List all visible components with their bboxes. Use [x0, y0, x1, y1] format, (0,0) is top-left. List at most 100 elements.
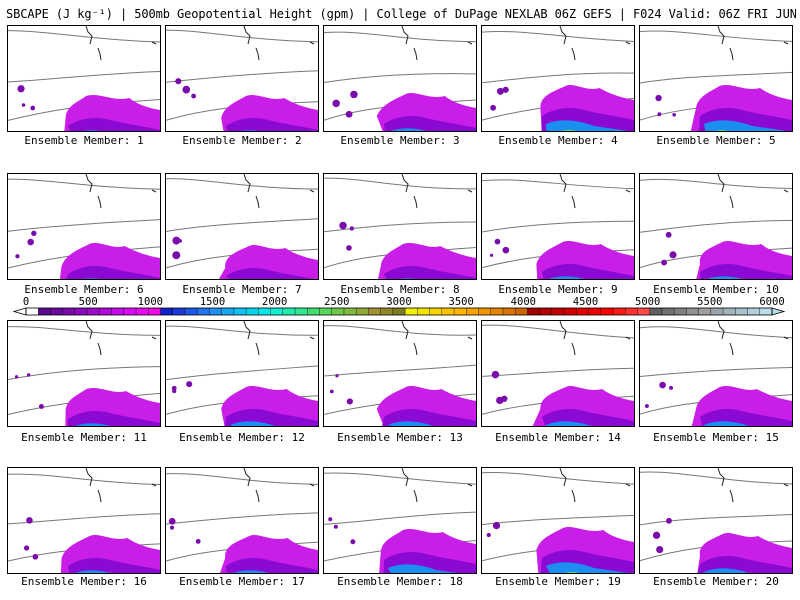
- coastline: [243, 174, 315, 209]
- coastline-segment: [151, 41, 157, 45]
- colorbar-swatch: [380, 308, 394, 315]
- ensemble-panel-10: [639, 173, 793, 280]
- coastline-segment: [85, 468, 93, 487]
- cape-field: [655, 85, 792, 131]
- cape-field: [644, 381, 792, 426]
- cape-1500-2500: [703, 421, 792, 426]
- cape-speck: [333, 524, 338, 529]
- ensemble-panel-5: [639, 25, 793, 132]
- height-contour: [640, 30, 792, 42]
- height-contour: [482, 220, 634, 233]
- cape-field: [172, 236, 318, 279]
- coastline: [243, 321, 315, 356]
- coastline: [401, 321, 473, 356]
- cape-speck: [661, 259, 667, 266]
- coastline-segment: [717, 468, 725, 487]
- coastline-segment: [309, 189, 315, 193]
- ensemble-panel-2: [165, 25, 319, 132]
- cape-speck: [349, 226, 355, 231]
- sbcape-map-15: [640, 321, 792, 426]
- coastline-segment: [97, 195, 102, 209]
- height-contour: [166, 70, 318, 83]
- colorbar-swatch: [649, 308, 663, 315]
- cape-1500-2500: [704, 120, 792, 131]
- height-contour: [482, 367, 634, 377]
- cape-speck: [175, 78, 182, 85]
- cape-1500-2500: [73, 423, 160, 426]
- height-contour: [482, 514, 634, 526]
- cape-speck: [490, 104, 497, 111]
- colorbar-swatch: [515, 308, 528, 315]
- colorbar-swatch: [38, 308, 51, 315]
- colorbar-tick-label: 1500: [199, 296, 226, 308]
- ensemble-member-label-16: Ensemble Member: 16: [21, 575, 147, 588]
- coastline-segment: [401, 26, 409, 45]
- colorbar-tick-label: 5500: [697, 296, 723, 308]
- coastline-segment: [255, 342, 260, 356]
- coastline-segment: [625, 336, 631, 340]
- colorbar-swatch: [87, 308, 100, 315]
- colorbar-swatch: [539, 308, 553, 315]
- coastline-segment: [625, 189, 631, 193]
- cape-1000-1500: [66, 266, 160, 279]
- ensemble-panel-16: [7, 467, 161, 574]
- cape-speck: [172, 251, 181, 260]
- colorbar-swatch: [686, 308, 699, 315]
- colorbar-swatch: [735, 308, 748, 315]
- height-contour: [166, 365, 318, 381]
- cape-field: [175, 78, 318, 131]
- cape-1500-2500: [231, 570, 318, 573]
- colorbar-swatch: [625, 308, 638, 315]
- height-contour: [166, 512, 318, 525]
- cape-speck: [656, 546, 664, 554]
- cape-speck: [496, 396, 504, 405]
- cape-speck: [38, 403, 44, 409]
- sbcape-map-6: [8, 174, 160, 279]
- coastline-segment: [571, 47, 576, 61]
- coastline: [559, 26, 631, 61]
- colorbar-swatch: [490, 308, 504, 315]
- cape-1500-2500: [544, 421, 634, 426]
- cape-field: [489, 238, 634, 279]
- colorbar-swatch: [99, 308, 112, 315]
- height-contour: [640, 366, 792, 378]
- colorbar-swatch: [661, 308, 675, 315]
- cape-1000-1500: [384, 116, 476, 131]
- height-contour: [640, 219, 792, 233]
- coastline-segment: [309, 483, 315, 487]
- colorbar-swatch: [246, 308, 259, 315]
- colorbar-swatch: [613, 308, 626, 315]
- sbcape-map-20: [640, 468, 792, 573]
- colorbar-swatch: [527, 308, 540, 315]
- chart-title: SBCAPE (J kg⁻¹) | 500mb Geopotential Hei…: [6, 7, 796, 21]
- cape-field: [171, 381, 318, 426]
- coastline-segment: [717, 174, 725, 193]
- colorbar-swatch: [258, 308, 271, 315]
- height-contour: [640, 178, 792, 190]
- colorbar-swatch: [221, 308, 235, 315]
- cape-1500-2500: [546, 120, 634, 131]
- cape-speck: [496, 87, 504, 95]
- cape-1500-2500: [545, 276, 634, 279]
- coastline: [717, 468, 789, 503]
- height-contour: [166, 218, 318, 233]
- coastline-segment: [85, 174, 93, 193]
- cape-speck: [26, 517, 33, 524]
- height-contour: [324, 511, 476, 525]
- cape-1500-2500: [75, 130, 160, 131]
- height-contour: [324, 247, 476, 269]
- ensemble-member-label-14: Ensemble Member: 14: [495, 431, 621, 444]
- ensemble-panel-6: [7, 173, 161, 280]
- ensemble-member-label-12: Ensemble Member: 12: [179, 431, 305, 444]
- coastline-segment: [85, 26, 93, 45]
- coastline-segment: [401, 468, 409, 487]
- cape-1500-2500: [388, 564, 476, 573]
- coastline-segment: [243, 321, 251, 340]
- coastline-segment: [85, 321, 93, 340]
- height-contour: [166, 325, 318, 336]
- colorbar-swatch: [674, 308, 687, 315]
- cape-field: [661, 231, 792, 279]
- coastline-segment: [151, 336, 157, 340]
- coastline: [401, 468, 473, 503]
- colorbar-swatch: [368, 308, 381, 315]
